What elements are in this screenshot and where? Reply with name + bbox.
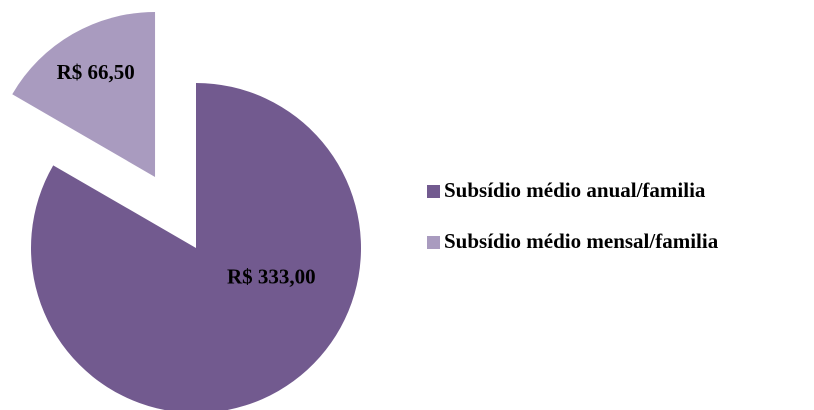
legend-label: Subsídio médio anual/familia [444, 178, 706, 202]
legend-swatch [427, 185, 440, 198]
legend-swatch [427, 236, 440, 249]
pie-slice [12, 11, 156, 177]
legend-label: Subsídio médio mensal/familia [444, 229, 719, 253]
pie-slice [31, 83, 361, 410]
data-label: R$ 333,00 [227, 264, 316, 288]
data-label: R$ 66,50 [57, 60, 135, 84]
